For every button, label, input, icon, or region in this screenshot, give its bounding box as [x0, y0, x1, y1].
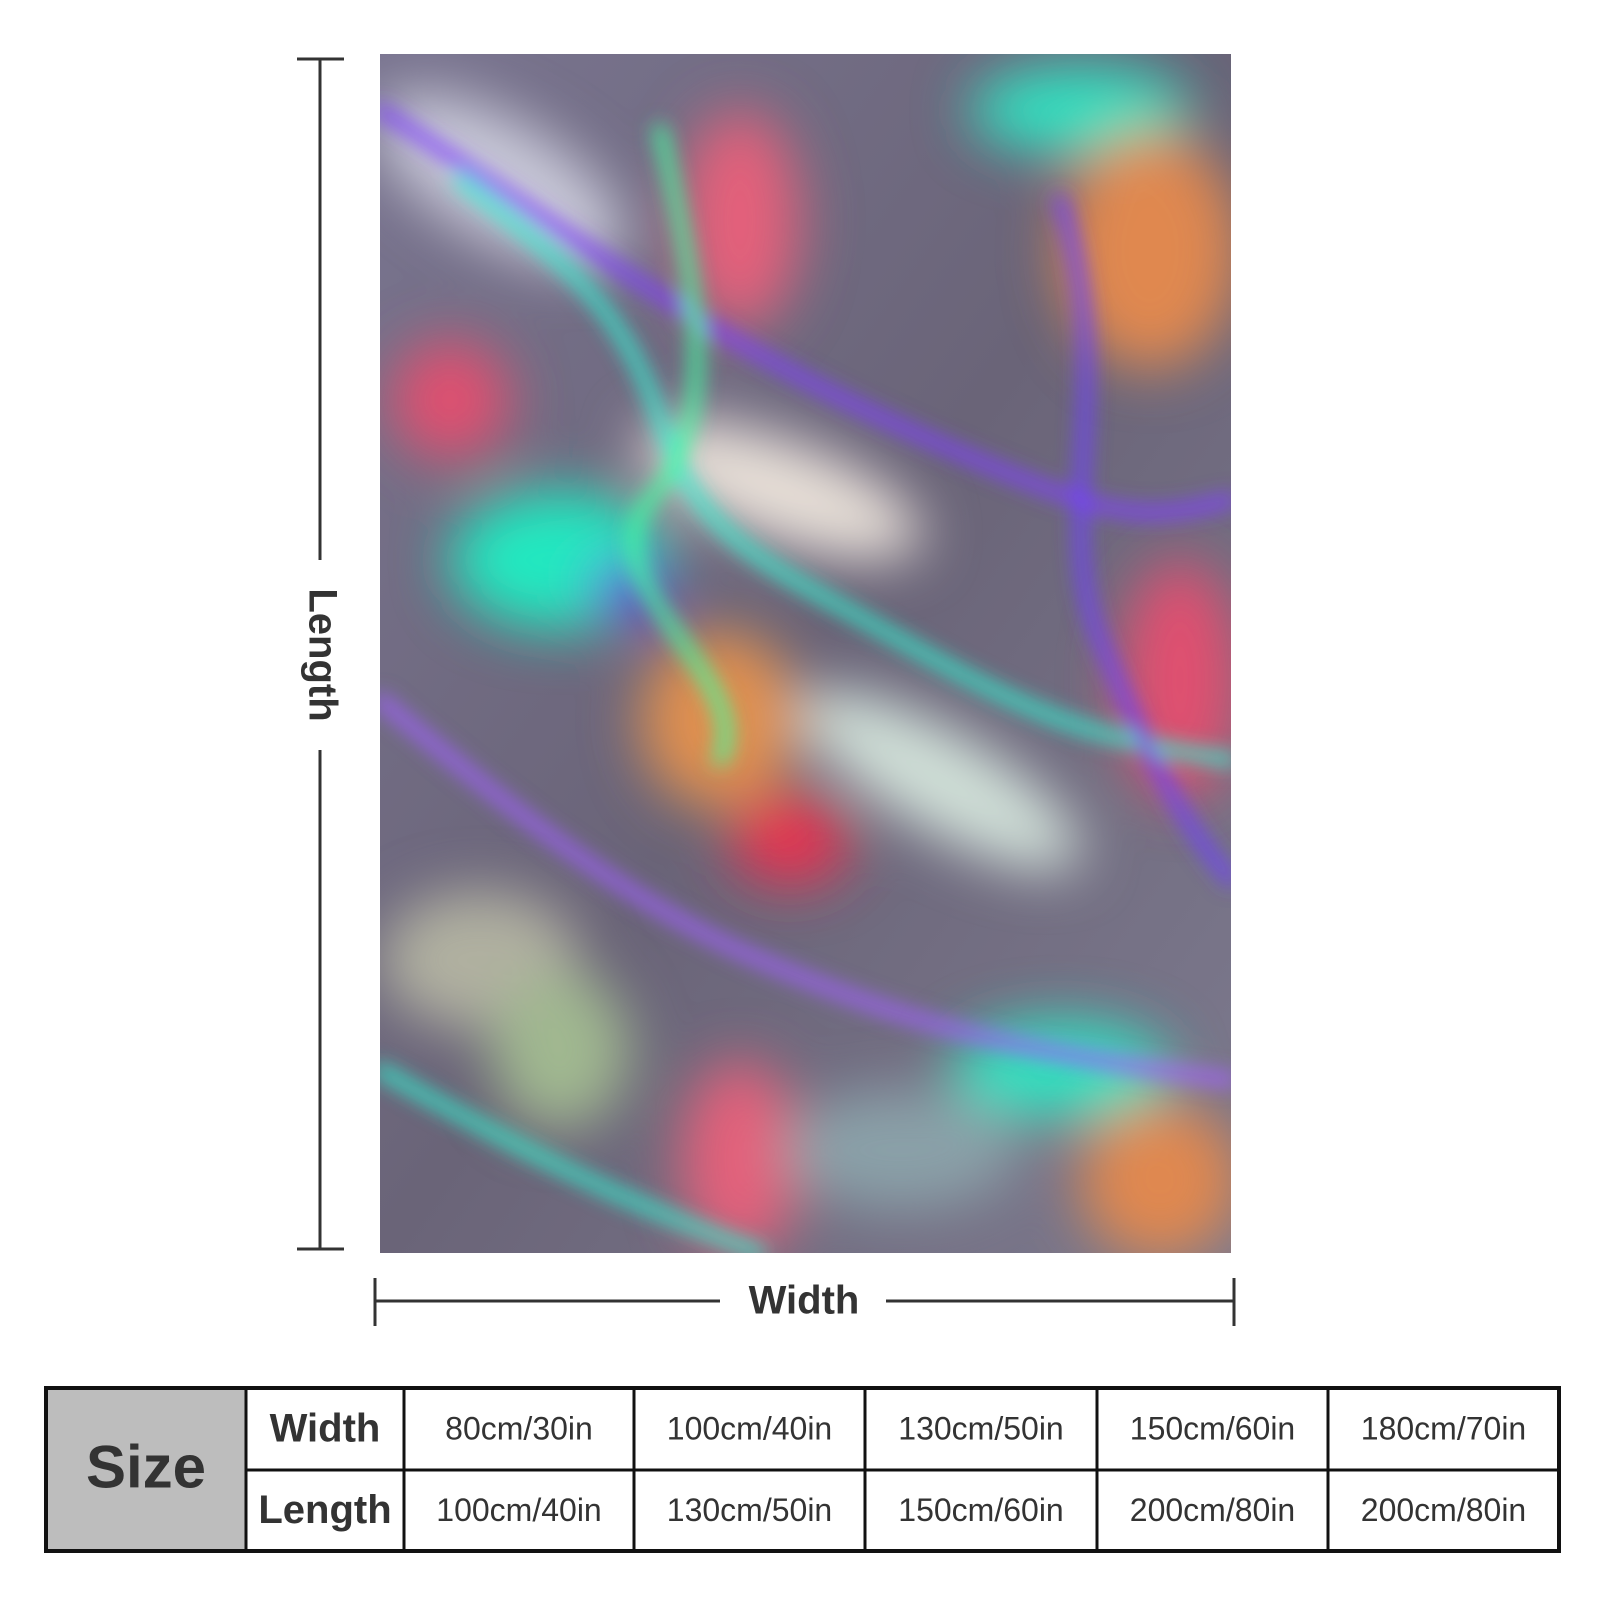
width-dimension — [373, 1278, 1236, 1326]
corner-label: Size — [86, 1433, 206, 1500]
table-cell: 150cm/60in — [898, 1492, 1063, 1528]
length-dimension — [297, 57, 344, 1251]
row-header: Width — [270, 1407, 381, 1451]
corner-cell — [48, 1390, 246, 1549]
table-cell: 100cm/40in — [436, 1492, 601, 1528]
table-cell: 80cm/30in — [445, 1410, 593, 1446]
length-label: Length — [300, 588, 344, 721]
table-cell: 200cm/80in — [1130, 1492, 1295, 1528]
table-cell: 180cm/70in — [1361, 1410, 1526, 1446]
blanket — [380, 54, 1231, 1253]
size-table: Size Width 80cm/30in 100cm/40in 130cm/50in 15… — [44, 1386, 1561, 1553]
row-header: Length — [258, 1488, 391, 1532]
table-cell: 130cm/50in — [667, 1492, 832, 1528]
table-cell: 130cm/50in — [898, 1410, 1063, 1446]
table-cell: 150cm/60in — [1130, 1410, 1295, 1446]
table-cell: 200cm/80in — [1361, 1492, 1526, 1528]
width-label: Width — [749, 1279, 860, 1323]
table-cell: 100cm/40in — [667, 1410, 832, 1446]
